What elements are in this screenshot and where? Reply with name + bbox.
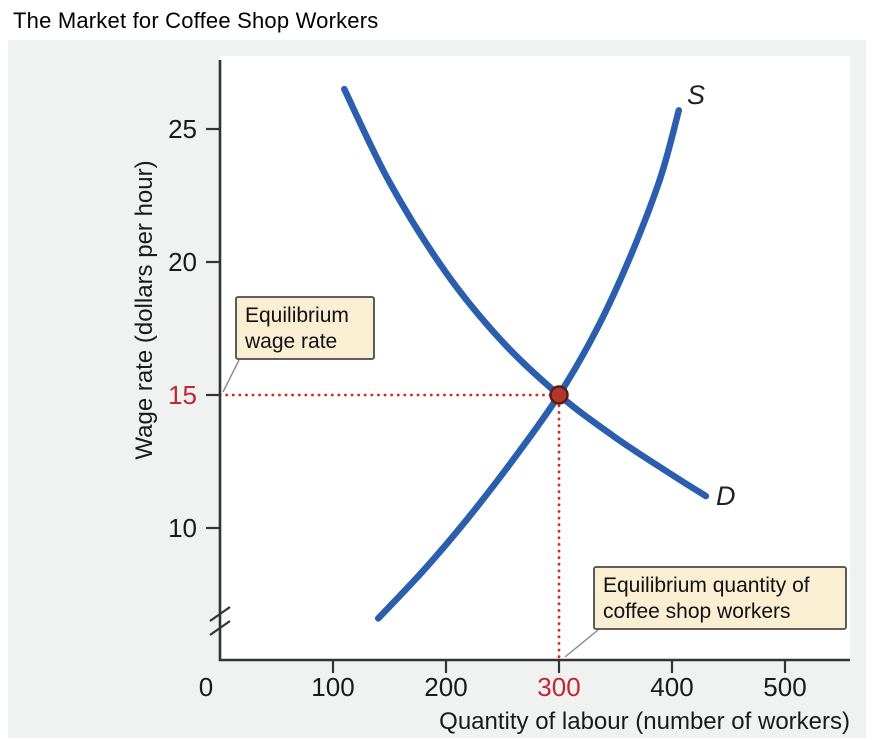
- supply-curve-label: S: [687, 80, 705, 110]
- y-tick-label-10: 10: [168, 513, 197, 543]
- annotation-eq-qty-box: [593, 566, 847, 630]
- x-tick-label-0: 0: [199, 672, 213, 702]
- x-tick-label-500: 500: [763, 672, 806, 702]
- annotation-leader-line: [222, 359, 240, 393]
- annotation-leader-line: [564, 629, 599, 658]
- x-tick-label-200: 200: [424, 672, 467, 702]
- demand-curve: [341, 85, 710, 500]
- annotation-eq-wage-box: [235, 296, 375, 360]
- axes: [218, 60, 850, 662]
- y-axis-break-icon: [209, 606, 231, 636]
- demand-curve-label: D: [716, 481, 736, 511]
- y-axis-title: Wage rate (dollars per hour): [131, 160, 158, 459]
- annotation-eq-qty-text-line: Equilibrium quantity of: [603, 574, 810, 597]
- generated-chart-content: 10 15 20 25 0 100 200 300 400 500 D S Equilibrium wag…: [168, 80, 847, 702]
- y-tick-label-25: 25: [168, 114, 197, 144]
- y-tick-label-15: 15: [168, 380, 197, 410]
- annotation-eq-wage-text-line: Equilibrium: [245, 304, 349, 327]
- x-axis-title: Quantity of labour (number of workers): [439, 708, 850, 735]
- supply-demand-chart: 10 15 20 25 0 100 200 300 400 500 D S Equilibrium wag…: [131, 56, 850, 735]
- x-tick-label-400: 400: [650, 672, 693, 702]
- annotation-eq-qty-text-line: coffee shop workers: [603, 600, 791, 623]
- equilibrium-point: [549, 385, 569, 405]
- y-tick-label-20: 20: [168, 247, 197, 277]
- x-tick-label-300: 300: [537, 672, 580, 702]
- x-tick-label-100: 100: [311, 672, 354, 702]
- page-title: The Market for Coffee Shop Workers: [13, 8, 379, 33]
- equilibrium-dotted-lines: [218, 393, 561, 662]
- annotation-eq-wage-text-line: wage rate: [244, 330, 337, 353]
